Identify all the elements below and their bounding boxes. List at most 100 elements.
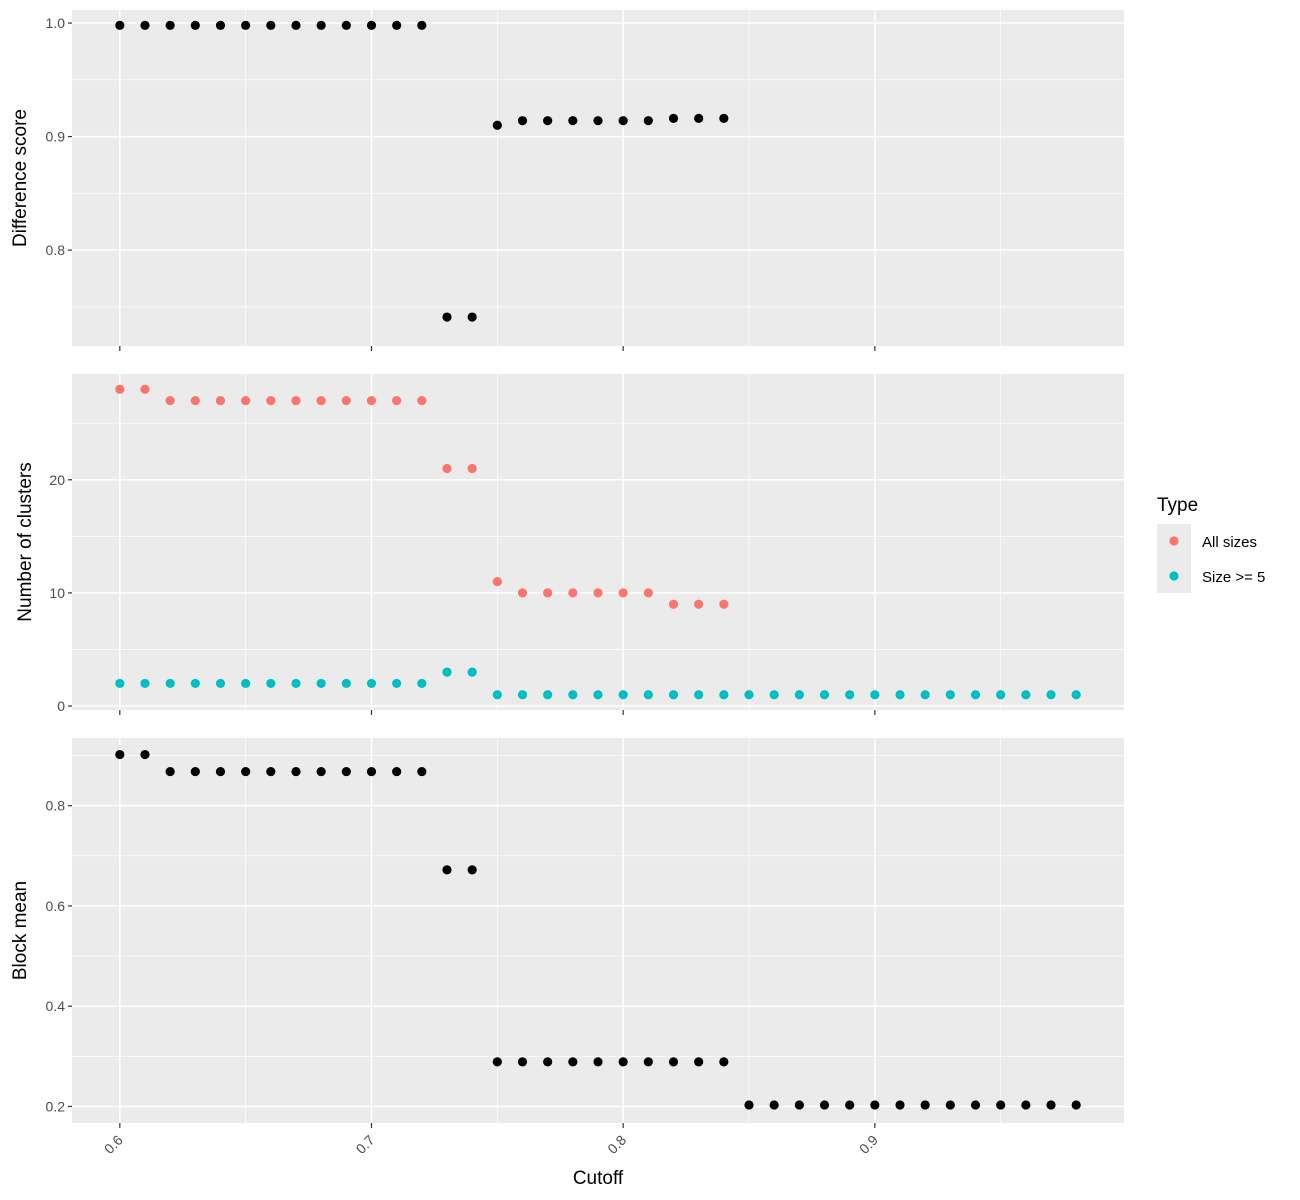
data-point: Size >= 5: 0.78, 1 [568, 690, 578, 700]
data-point: 0.82, 0.289 [668, 1057, 679, 1067]
data-point: Size >= 5: 0.86, 1 [769, 690, 779, 700]
legend-label: Size >= 5 [1202, 569, 1265, 586]
data-point: Size >= 5: 0.62, 2 [165, 678, 175, 689]
data-point: Size >= 5: 0.83, 1 [694, 690, 704, 700]
data-point: Size >= 5: 0.82, 1 [668, 690, 679, 700]
data-point: Size >= 5: 0.65, 2 [241, 678, 251, 689]
data-point: 0.74, 0.672 [467, 865, 477, 875]
data-point: 0.78, 0.289 [568, 1057, 578, 1067]
data-point: Size >= 5: 0.68, 2 [316, 678, 326, 689]
panel-background [72, 374, 1124, 710]
data-point: 0.71, 0.998 [392, 20, 402, 30]
data-point: All sizes: 0.76, 10 [517, 588, 528, 598]
data-point: 0.93, 0.203 [945, 1100, 955, 1110]
data-point: Size >= 5: 0.96, 1 [1021, 690, 1031, 700]
data-point: All sizes: 0.71, 27 [392, 395, 402, 406]
data-point: Size >= 5: 0.98, 1 [1071, 690, 1081, 700]
data-point: 0.82, 0.916 [668, 113, 679, 124]
data-point: All sizes: 0.66, 27 [266, 395, 276, 406]
panels-layer: 0.8 0.9 1.0 Difference score 0.6, 0.998 0.61,… [10, 10, 1124, 1157]
data-point: 0.77, 0.289 [543, 1057, 553, 1067]
panel-background [72, 10, 1124, 346]
data-point: 0.89, 0.203 [845, 1100, 855, 1110]
data-point: 0.66, 0.998 [266, 20, 276, 30]
data-point: 0.94, 0.203 [970, 1100, 981, 1110]
data-point: Size >= 5: 0.87, 1 [794, 690, 804, 700]
data-point: 0.6, 0.902 [115, 749, 125, 760]
data-point: 0.8, 0.914 [618, 116, 628, 126]
legend-entries: All sizes Size >= 5 [1169, 534, 1265, 586]
data-point: 0.88, 0.203 [819, 1100, 830, 1110]
data-point: 0.64, 0.868 [215, 766, 226, 777]
panel-1: 0.8 0.9 1.0 Difference score 0.6, 0.998 0.61,… [10, 10, 1124, 351]
data-point: Size >= 5: 0.77, 1 [543, 690, 553, 700]
data-point: 0.85, 0.203 [744, 1100, 754, 1110]
data-point: 0.63, 0.998 [190, 20, 200, 30]
data-point: 0.69, 0.868 [341, 766, 351, 777]
data-point: Size >= 5: 0.76, 1 [517, 690, 528, 700]
data-point: 0.84, 0.289 [719, 1057, 729, 1067]
legend-key [1169, 536, 1179, 546]
data-point: All sizes: 0.79, 10 [593, 588, 603, 598]
data-point: All sizes: 0.69, 27 [341, 395, 351, 406]
data-point: 0.86, 0.203 [769, 1100, 779, 1110]
data-point: All sizes: 0.83, 9 [694, 599, 704, 609]
data-point: Size >= 5: 0.88, 1 [819, 690, 830, 700]
data-point: 0.79, 0.289 [593, 1057, 603, 1067]
data-point: 0.62, 0.868 [165, 766, 175, 777]
data-point: Size >= 5: 0.8, 1 [618, 690, 628, 700]
data-point: Size >= 5: 0.93, 1 [945, 690, 955, 700]
data-point: 0.61, 0.902 [140, 749, 150, 760]
y-tick-label: 1.0 [46, 15, 66, 31]
data-point: Size >= 5: 0.72, 2 [417, 678, 427, 689]
data-point: 0.69, 0.998 [341, 20, 351, 30]
data-point: All sizes: 0.78, 10 [568, 588, 578, 598]
data-point: Size >= 5: 0.7, 2 [366, 678, 377, 689]
data-point: 0.75, 0.289 [492, 1057, 502, 1067]
data-point: Size >= 5: 0.74, 3 [467, 667, 477, 677]
data-point: All sizes: 0.84, 9 [719, 599, 729, 609]
data-point: All sizes: 0.8, 10 [618, 588, 628, 598]
data-point: 0.76, 0.914 [517, 116, 528, 126]
data-point: All sizes: 0.82, 9 [668, 599, 679, 609]
data-point: Size >= 5: 0.85, 1 [744, 690, 754, 700]
data-point: 0.7, 0.998 [366, 20, 377, 30]
data-point: 0.97, 0.203 [1046, 1100, 1056, 1110]
data-point: 0.83, 0.916 [694, 113, 704, 124]
data-point: Size >= 5: 0.63, 2 [190, 678, 200, 689]
data-point: 0.92, 0.203 [920, 1100, 930, 1110]
data-point: All sizes: 0.67, 27 [291, 395, 301, 406]
data-point: Size >= 5: 0.91, 1 [895, 690, 905, 700]
data-point: All sizes: 0.7, 27 [366, 395, 377, 406]
data-point: All sizes: 0.64, 27 [215, 395, 226, 406]
data-point: 0.64, 0.998 [215, 20, 226, 30]
data-point: 0.95, 0.203 [996, 1100, 1006, 1110]
data-point: All sizes: 0.63, 27 [190, 395, 200, 406]
data-point: 0.79, 0.914 [593, 116, 603, 126]
data-point: 0.65, 0.998 [241, 20, 251, 30]
data-point: 0.91, 0.203 [895, 1100, 905, 1110]
data-point: Size >= 5: 0.94, 1 [970, 690, 981, 700]
data-point: All sizes: 0.75, 11 [492, 576, 502, 587]
data-point: 0.78, 0.914 [568, 116, 578, 126]
data-point: All sizes: 0.72, 27 [417, 395, 427, 406]
data-point: 0.76, 0.289 [517, 1057, 528, 1067]
y-tick-label: 0.9 [46, 129, 66, 145]
series-2-points: Size >= 5: 0.6, 2 Size >= 5: 0.61, 2 Size … [115, 667, 1081, 700]
data-point: 0.63, 0.868 [190, 766, 200, 777]
data-point: All sizes: 0.61, 28 [140, 384, 150, 394]
data-point: 0.68, 0.998 [316, 20, 326, 30]
data-point: Size >= 5: 0.66, 2 [266, 678, 276, 689]
y-tick-label: 0.6 [46, 898, 66, 914]
data-point: 0.67, 0.998 [291, 20, 301, 30]
data-point: All sizes: 0.74, 21 [467, 463, 477, 474]
legend-key [1169, 571, 1179, 581]
data-point: Size >= 5: 0.95, 1 [996, 690, 1006, 700]
data-point: 0.67, 0.868 [291, 766, 301, 777]
data-point: 0.87, 0.203 [794, 1100, 804, 1110]
data-point: 0.84, 0.916 [719, 113, 729, 124]
data-point: 0.74, 0.741 [467, 312, 477, 322]
data-point: All sizes: 0.77, 10 [543, 588, 553, 598]
